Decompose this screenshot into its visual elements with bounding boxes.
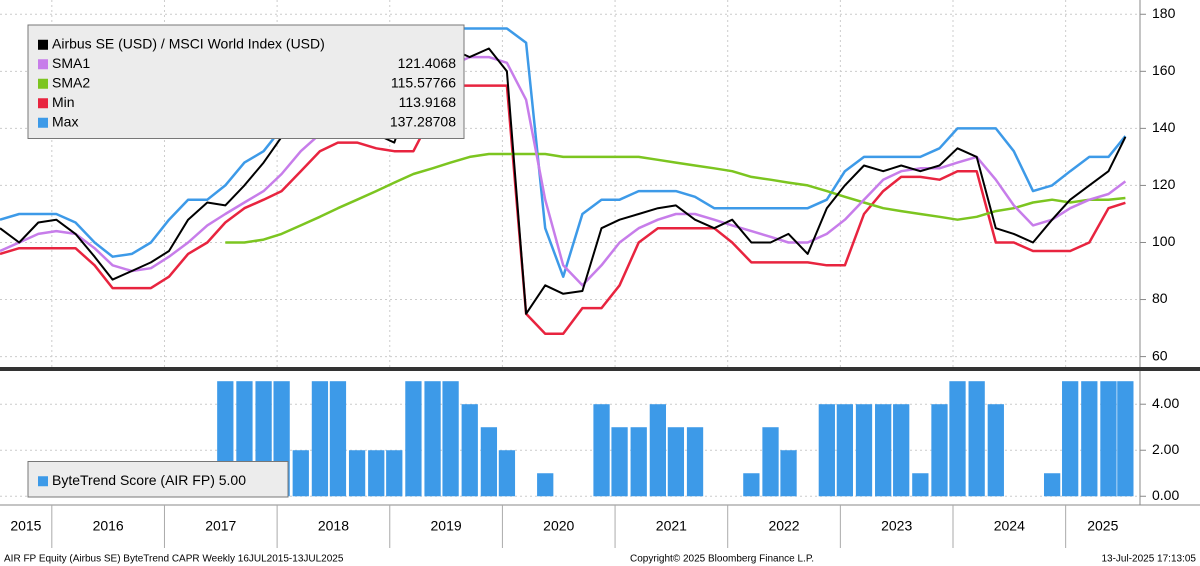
- x-tick-label: 2025: [1087, 518, 1118, 534]
- bar: [480, 427, 498, 497]
- x-tick-label: 2018: [318, 518, 349, 534]
- bar: [686, 427, 704, 497]
- x-tick-label: 2019: [431, 518, 462, 534]
- bar: [762, 427, 779, 497]
- legend-swatch: [38, 39, 48, 50]
- series-line: [0, 55, 1127, 287]
- x-tick-label: 2015: [10, 518, 41, 534]
- bar: [931, 404, 948, 497]
- bar: [442, 381, 459, 497]
- x-tick-label: 2021: [656, 518, 687, 534]
- bar: [461, 404, 478, 497]
- legend-label: SMA1: [52, 55, 90, 71]
- bar: [780, 450, 797, 497]
- series-line: [225, 152, 1126, 244]
- y-tick-label: 2.00: [1152, 441, 1179, 457]
- bar: [1081, 381, 1098, 497]
- legend-box: [27, 461, 289, 498]
- legend-value: 113.9168: [399, 94, 457, 110]
- bar: [949, 381, 966, 497]
- y-tick-label: 0.00: [1152, 487, 1179, 503]
- bar: [987, 404, 1004, 497]
- legend-box: [27, 24, 465, 139]
- series-line: [0, 84, 1126, 336]
- series-line: [0, 27, 1127, 278]
- x-tick-label: 2022: [768, 518, 799, 534]
- bar: [405, 381, 422, 497]
- bar: [743, 473, 760, 497]
- bar: [1100, 381, 1117, 497]
- bar: [424, 381, 441, 497]
- bar: [818, 404, 835, 497]
- bar: [912, 473, 929, 497]
- bar: [1062, 381, 1079, 497]
- legend-label: ByteTrend Score (AIR FP) 5.00: [52, 472, 246, 488]
- bar: [875, 404, 892, 497]
- bar: [968, 381, 985, 497]
- bar: [311, 381, 329, 497]
- legend-label: Airbus SE (USD) / MSCI World Index (USD): [52, 35, 325, 51]
- bar: [667, 427, 685, 497]
- x-tick-label: 2017: [205, 518, 236, 534]
- y-tick-label: 140: [1152, 119, 1176, 135]
- x-tick-label: 2020: [543, 518, 574, 534]
- bar: [893, 404, 910, 497]
- legend-label: Min: [52, 94, 75, 110]
- bar: [1117, 381, 1134, 497]
- legend-label: SMA2: [52, 74, 90, 90]
- legend-swatch: [38, 98, 48, 109]
- legend-value: 115.57766: [391, 74, 456, 90]
- legend-swatch: [38, 78, 48, 89]
- x-tick-label: 2016: [93, 518, 124, 534]
- bar: [368, 450, 385, 497]
- y-tick-label: 120: [1152, 176, 1176, 192]
- y-tick-label: 60: [1152, 347, 1168, 363]
- bar: [348, 450, 366, 497]
- footer-right: 13-Jul-2025 17:13:05: [1101, 554, 1196, 565]
- x-tick-label: 2023: [881, 518, 912, 534]
- bar: [1043, 473, 1061, 497]
- y-tick-label: 80: [1152, 290, 1168, 306]
- legend-value: 137.28708: [390, 113, 456, 129]
- legend-value: 121.4068: [398, 55, 457, 71]
- legend-swatch: [38, 117, 48, 128]
- y-tick-label: 4.00: [1152, 395, 1179, 411]
- bar: [386, 450, 403, 497]
- bar: [537, 473, 554, 497]
- legend-swatch: [38, 59, 48, 70]
- bar: [836, 404, 854, 497]
- panel-divider: [0, 367, 1200, 371]
- bar: [611, 427, 628, 497]
- x-tick-label: 2024: [994, 518, 1025, 534]
- series-line: [0, 47, 1127, 315]
- y-tick-label: 160: [1152, 62, 1176, 78]
- bar: [855, 404, 873, 497]
- bar: [593, 404, 610, 497]
- bar: [329, 381, 347, 497]
- legend-label: Max: [52, 113, 78, 129]
- legend-swatch: [38, 476, 48, 487]
- bar: [292, 450, 309, 497]
- bar: [630, 427, 647, 497]
- footer-left: AIR FP Equity (Airbus SE) ByteTrend CAPR…: [4, 554, 344, 565]
- bar: [649, 404, 667, 497]
- footer-center: Copyright© 2025 Bloomberg Finance L.P.: [630, 554, 814, 565]
- bar: [498, 450, 516, 497]
- y-tick-label: 180: [1152, 5, 1176, 21]
- y-tick-label: 100: [1152, 233, 1176, 249]
